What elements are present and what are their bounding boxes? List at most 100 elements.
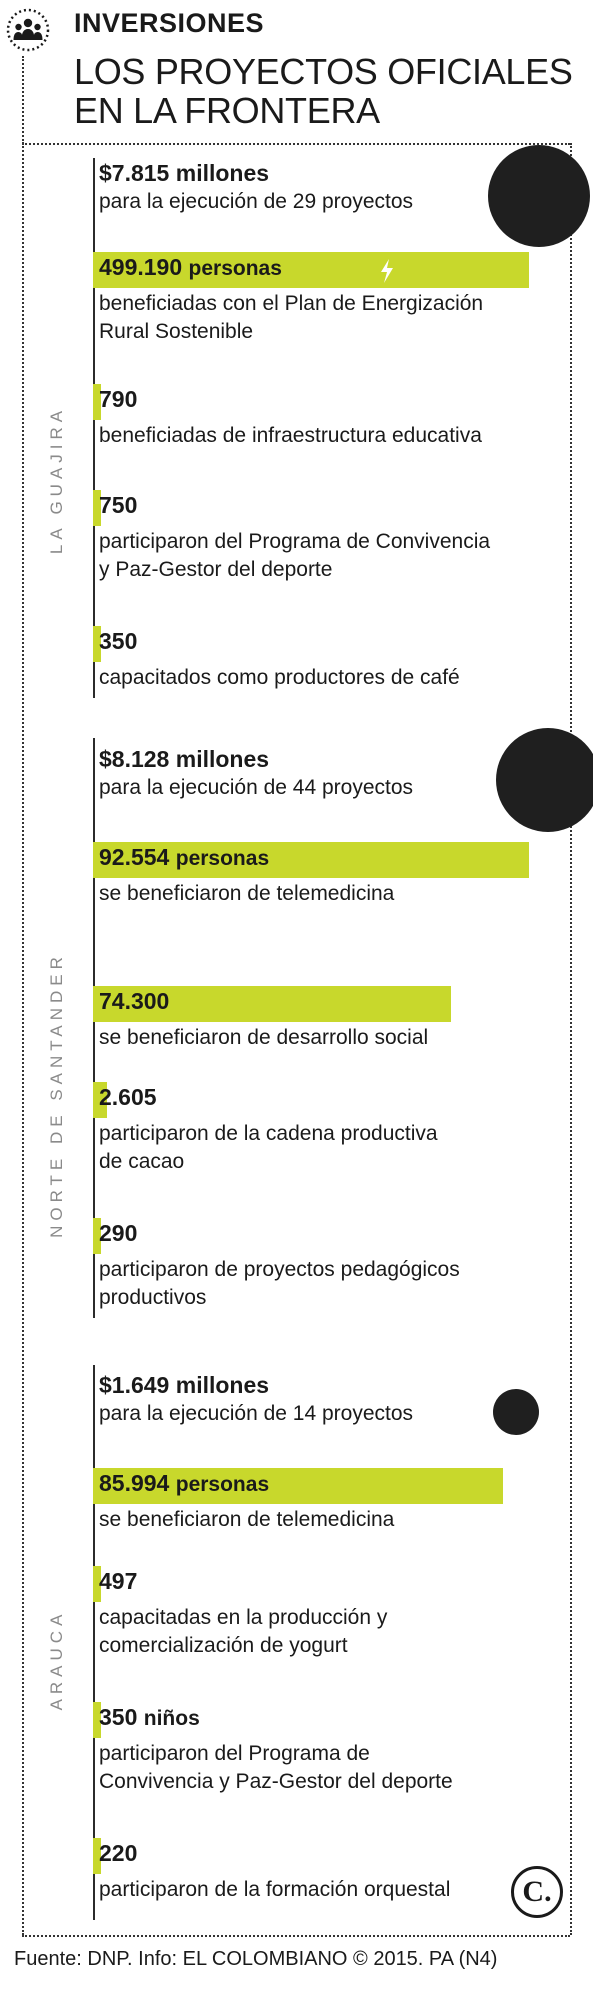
stat-unit: personas [175,1473,270,1496]
investment-value: $1.649 [99,1372,170,1398]
stat-bar [93,1702,101,1738]
stat-desc-line: comercialización de yogurt [99,1634,348,1657]
region-divider-line [93,1365,95,1920]
stat-value: 220 [99,1840,138,1866]
stat-desc-line: beneficiadas de infraestructura educativ… [99,424,482,447]
investment-unit: millones [175,746,270,772]
title-line-2: EN LA FRONTERA [74,90,380,131]
investment-amount: $8.128 millones [99,746,269,773]
stat-desc-line: capacitados como productores de café [99,666,460,689]
el-colombiano-logo: C. [511,1866,563,1918]
stat-desc-line: participaron del Programa de [99,1742,370,1765]
section-kicker: INVERSIONES [74,8,265,38]
investment-bubble [488,145,590,247]
stat-desc-line: se beneficiaron de desarrollo social [99,1026,429,1049]
stat-value: 497 [99,1568,138,1594]
title-line-1: LOS PROYECTOS OFICIALES [74,51,573,92]
stat-desc-line: se beneficiaron de telemedicina [99,882,395,905]
stat-desc-line: productivos [99,1286,207,1309]
stat-desc-line: capacitadas en la producción y [99,1606,388,1629]
stat-desc-line: Rural Sostenible [99,320,254,343]
investment-block: $7.815 millones para la ejecución de 29 … [93,145,590,247]
stat-bar [93,1218,101,1254]
stat-desc-line: participaron del Programa de Convivencia [99,530,491,553]
stat-bar [93,1838,101,1874]
stat-value: 74.300 [99,988,170,1014]
region-divider-line [93,738,95,1318]
stat-desc: participaron de la formación orquestal [99,1876,569,1904]
stat-desc: beneficiadas con el Plan de Energización… [99,290,569,346]
stat-value: 85.994 personas [99,1470,269,1497]
stat-value: 750 [99,492,138,518]
frame-dotted-left-top [22,56,24,144]
stat-bar [93,490,101,526]
stat-value: 350 [99,628,138,654]
people-group-icon [6,8,50,52]
stat-desc-line: participaron de proyectos pedagógicos [99,1258,460,1281]
stat-unit: personas [175,847,270,870]
investment-amount: $7.815 millones [99,160,269,187]
region-label: LA GUAJIRA [47,405,66,555]
lightning-icon [381,259,393,283]
region-divider-line [93,158,95,698]
frame-dotted-right [570,143,572,1935]
stat-bar [93,1566,101,1602]
stat-bar [93,626,101,662]
source-footer: Fuente: DNP. Info: EL COLOMBIANO © 2015.… [14,1948,498,1970]
stat-desc-line: y Paz-Gestor del deporte [99,558,333,581]
stat-value: 290 [99,1220,138,1246]
stat-desc: beneficiadas de infraestructura educativ… [99,422,569,450]
stat-value: 350 niños [99,1704,200,1731]
stat-bar [93,1468,503,1504]
investment-value: $8.128 [99,746,170,772]
investment-bubble [492,1388,540,1436]
stat-value: 790 [99,386,138,412]
stat-value: 499.190 personas [99,254,282,281]
investment-unit: millones [175,1372,270,1398]
stat-number: 350 [99,1704,138,1730]
stat-desc-line: beneficiadas con el Plan de Energización [99,292,484,315]
stat-value: 92.554 personas [99,844,269,871]
investment-desc: para la ejecución de 14 proyectos [99,1402,414,1425]
region-label: NORTE DE SANTANDER [47,952,66,1238]
stat-desc: participaron de proyectos pedagógicos pr… [99,1256,569,1312]
stat-value: 2.605 [99,1084,157,1110]
logo-letter: C. [522,1875,552,1908]
stat-desc: se beneficiaron de telemedicina [99,1506,569,1534]
stat-number: 92.554 [99,844,170,870]
stat-desc: capacitadas en la producción y comercial… [99,1604,569,1660]
investment-desc: para la ejecución de 29 proyectos [99,190,414,213]
stat-desc: participaron del Programa de Convivencia… [99,1740,569,1796]
stat-bar [93,842,529,878]
stat-unit: niños [143,1707,200,1730]
frame-dotted-bottom [22,1935,570,1937]
stat-desc-line: participaron de la formación orquestal [99,1878,451,1901]
stat-number: 85.994 [99,1470,170,1496]
stat-bar [93,1082,107,1118]
investment-bubble [496,728,593,832]
investment-value: $7.815 [99,160,170,186]
region-label: ARAUCA [47,1609,66,1711]
stat-desc: participaron del Programa de Convivencia… [99,528,569,584]
stat-unit: personas [188,257,282,280]
stat-bar [93,986,451,1022]
page-title: LOS PROYECTOS OFICIALES EN LA FRONTERA [74,52,573,130]
stat-desc-line: de cacao [99,1150,185,1173]
stat-desc: se beneficiaron de desarrollo social [99,1024,569,1052]
investment-unit: millones [175,160,270,186]
stat-desc: capacitados como productores de café [99,664,569,692]
stat-desc-line: participaron de la cadena productiva [99,1122,438,1145]
stat-desc: se beneficiaron de telemedicina [99,880,569,908]
investment-block: $8.128 millones para la ejecución de 44 … [93,728,593,832]
stat-number: 499.190 [99,254,183,280]
stat-bar [93,384,101,420]
investment-block: $1.649 millones para la ejecución de 14 … [93,1372,563,1442]
frame-dotted-top [22,143,570,145]
investment-desc: para la ejecución de 44 proyectos [99,776,414,799]
stat-desc: participaron de la cadena productiva de … [99,1120,569,1176]
stat-desc-line: se beneficiaron de telemedicina [99,1508,395,1531]
investment-amount: $1.649 millones [99,1372,269,1399]
frame-dotted-left [22,143,24,1935]
stat-bar [93,252,529,288]
stat-desc-line: Convivencia y Paz-Gestor del deporte [99,1770,453,1793]
